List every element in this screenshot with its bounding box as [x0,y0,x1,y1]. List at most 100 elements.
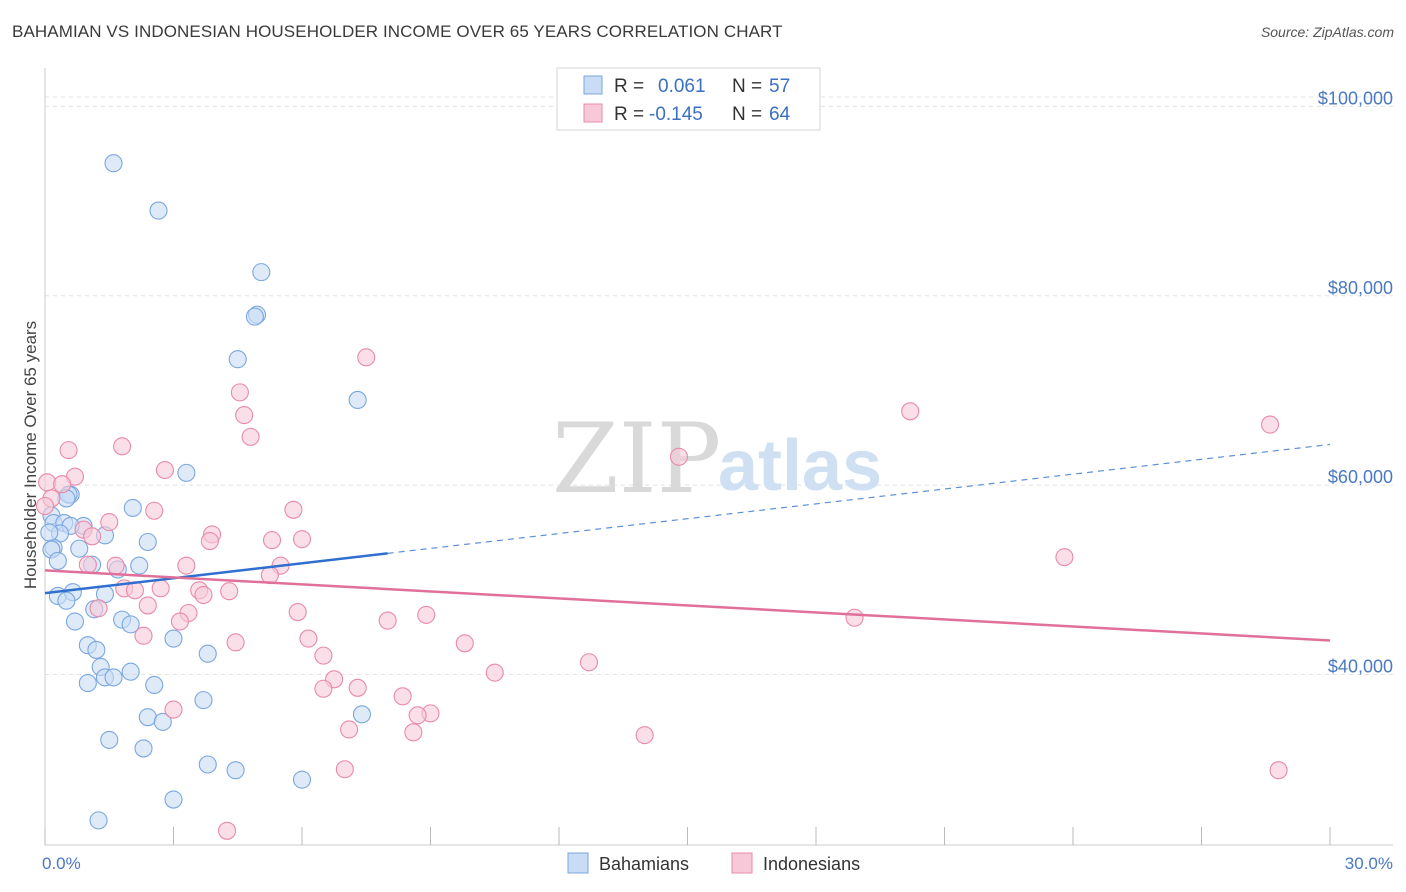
bahamians-point [70,539,89,558]
indonesians-point [335,760,354,779]
indonesians-point [217,821,237,840]
bahamians-point [87,640,106,659]
indonesians-point [378,611,397,630]
bottom-legend-swatch-indonesians [731,852,753,874]
indonesians-point [164,700,183,719]
indonesians-point [194,585,213,605]
y-tick-label: $60,000 [1328,467,1393,487]
chart-source: Source: ZipAtlas.com [1260,24,1394,40]
bahamians-point [145,675,164,695]
indonesians-point [340,720,359,739]
bahamians-point [348,390,367,410]
y-tick-label: $100,000 [1318,88,1393,108]
bahamians-point [104,668,123,687]
indonesians-point [262,531,282,550]
indonesians-point [145,501,164,520]
axes [44,68,1393,846]
y-tick-label: $80,000 [1328,278,1393,298]
indonesians-point [669,447,688,466]
indonesians-point [1269,761,1288,780]
indonesians-point [170,612,189,631]
indonesians-point [241,427,260,446]
indonesians-point [1260,415,1280,434]
indonesians-point [288,603,307,622]
watermark-atlas: atlas [718,426,882,506]
legend-r-value: 0.061 [658,76,706,97]
indonesians-point [357,348,376,367]
indonesians-point [155,460,174,480]
indonesians-point [1055,548,1074,567]
indonesians-point [151,579,170,598]
indonesians-point [485,663,504,682]
indonesians-point [314,679,333,698]
legend-r-label: R = [614,104,644,125]
indonesians-point [579,653,599,672]
indonesians-point [284,500,303,519]
legend-swatch-indonesians [583,103,603,123]
bottom-legend: Bahamians Indonesians [567,852,860,874]
bahamians-point [121,615,140,634]
y-tick-label: $40,000 [1328,657,1393,677]
indonesians-point [348,678,367,697]
grid-lines [45,96,1393,676]
bahamians-point [252,263,271,282]
x-tick-labels: 0.0% 30.0% [42,854,1393,873]
legend-box: R = 0.061 N = 57 R = -0.145 N = 64 [556,67,821,131]
bahamians-point [164,790,183,809]
indonesians-point [292,530,312,549]
bahamians-point [138,532,157,552]
bahamians-point [228,350,247,369]
indonesians-point [417,605,436,624]
bahamians-point [123,498,142,517]
indonesians-point [408,706,427,725]
chart-title: BAHAMIAN VS INDONESIAN HOUSEHOLDER INCOM… [12,22,783,41]
indonesians-point [235,406,254,425]
bottom-legend-label-indonesians: Indonesians [763,854,860,874]
indonesians-point [134,626,153,645]
bahamians-point [245,307,264,326]
indonesians-point [845,608,864,627]
y-tick-labels: $40,000 $60,000 $80,000 $100,000 [1318,88,1393,676]
legend-swatch-bahamians [583,75,603,95]
indonesians-trend-line [44,569,1331,642]
indonesians-point [113,437,132,456]
bahamians-point [89,811,108,830]
legend-r-value: -0.145 [649,104,703,125]
x-tick-label: 30.0% [1345,854,1393,873]
indonesians-point [226,633,245,652]
bahamians-point [100,730,119,749]
bahamians-point [164,629,183,648]
bahamians-point [48,551,67,570]
bahamians-point [130,556,149,575]
y-axis-label: Householder Income Over 65 years [21,321,40,589]
bahamians-point [149,201,168,220]
indonesians-point [78,555,97,574]
indonesians-point [314,646,333,665]
indonesians-point [393,687,412,706]
indonesians-point [53,475,72,494]
bahamians-point [352,705,372,724]
indonesians-point [299,629,318,648]
indonesians-point [901,402,920,421]
indonesians-point [59,441,78,460]
indonesians-point [83,527,102,546]
indonesians-point [635,726,654,745]
indonesians-point [100,513,119,532]
indonesians-point [220,582,239,601]
indonesians-point [200,531,219,551]
bahamians-point [198,644,217,663]
bahamians-point [78,674,97,693]
bahamians-point [177,463,196,482]
indonesians-point [106,556,125,575]
watermark-zip: ZIP [552,403,721,515]
indonesians-point [404,723,423,742]
bahamians-point [134,739,153,758]
bahamians-trend-extension [387,443,1331,554]
bahamians-point [153,712,172,731]
bottom-legend-swatch-bahamians [567,852,589,874]
bahamians-trend-line [44,552,388,595]
indonesians-point [260,566,279,585]
bahamians-point [226,761,245,780]
watermark: ZIP atlas [552,403,882,515]
